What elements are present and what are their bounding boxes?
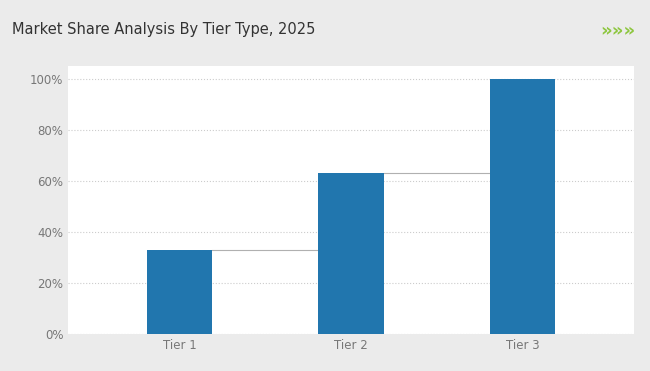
Text: Market Share Analysis By Tier Type, 2025: Market Share Analysis By Tier Type, 2025	[12, 22, 315, 37]
Bar	[318, 173, 384, 334]
Bar	[490, 79, 555, 334]
Text: »»»: »»»	[601, 22, 636, 40]
Bar	[147, 250, 212, 334]
